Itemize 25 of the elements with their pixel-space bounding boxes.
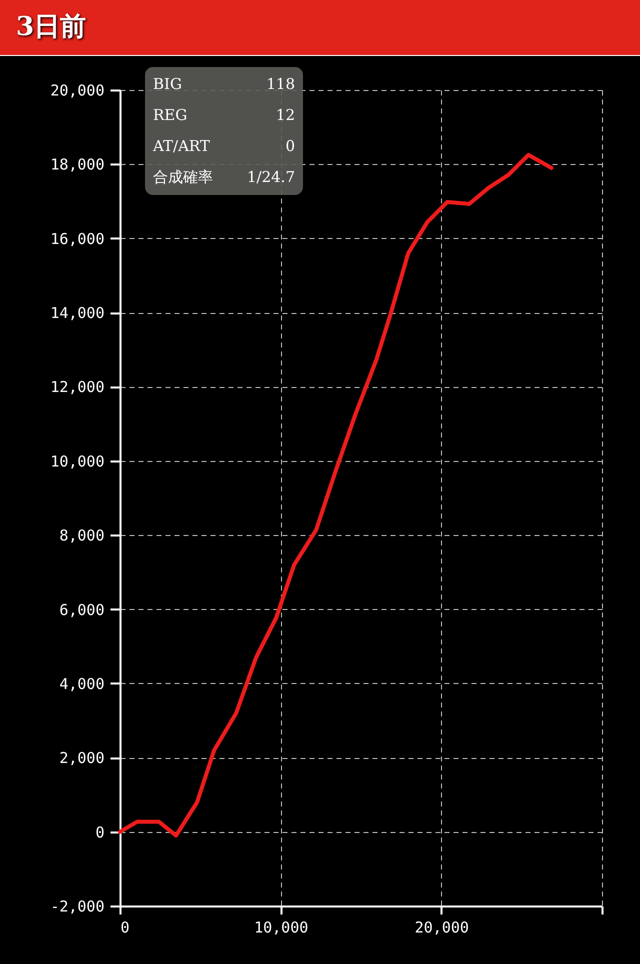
chart-title: 3日前 (0, 0, 640, 56)
y-tick-label: 10,000 (50, 452, 104, 470)
y-tick-label: 18,000 (50, 156, 104, 174)
y-tick-label: 12,000 (50, 378, 104, 396)
y-tick-label: 14,000 (50, 304, 104, 322)
y-tick-label: 16,000 (50, 230, 104, 248)
annotation: 合成確率 (153, 167, 214, 188)
annotation: 1/24.7 (246, 167, 295, 188)
annotation: BIG (153, 74, 183, 95)
x-tick-label: 20,000 (414, 918, 469, 936)
annotation: 0 (284, 136, 295, 157)
annotation: REG (153, 105, 188, 126)
y-tick-label: -2,000 (50, 898, 104, 916)
y-tick-label: 8,000 (59, 526, 104, 545)
y-tick-label: 6,000 (59, 600, 104, 619)
y-tick-label: 2,000 (59, 749, 104, 768)
annotation: 118 (265, 74, 295, 95)
y-tick-label: 20,000 (50, 82, 104, 100)
annotation: AT/ART (153, 136, 211, 157)
x-tick-label: 10,000 (254, 918, 308, 936)
y-tick-label: 0 (95, 823, 104, 842)
x-tick-label: 0 (120, 918, 130, 936)
line-series (118, 152, 554, 838)
y-tick-label: 4,000 (59, 674, 104, 693)
annotation: 12 (274, 105, 295, 126)
